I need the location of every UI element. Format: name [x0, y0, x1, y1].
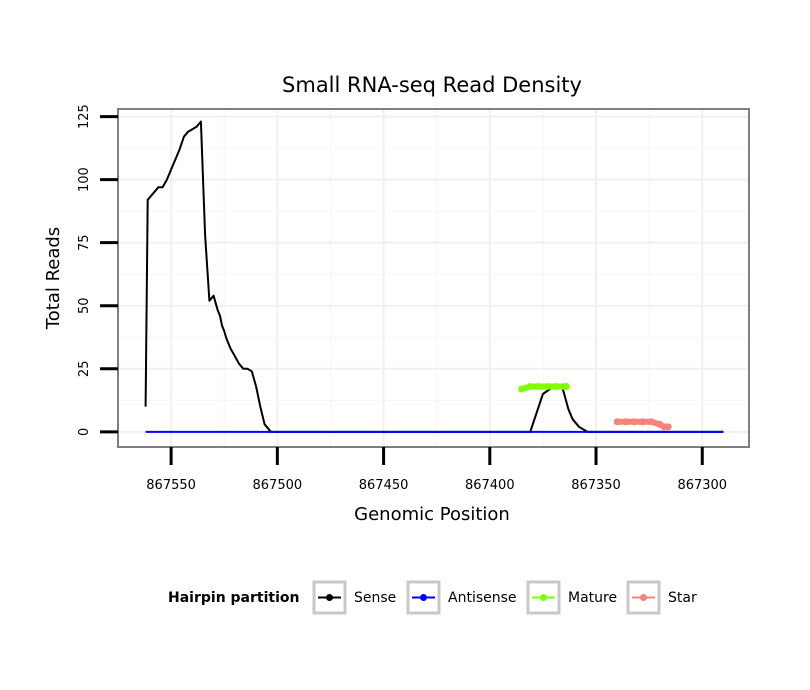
- x-tick-label: 867500: [253, 478, 303, 493]
- x-tick-label: 867350: [571, 478, 621, 493]
- data-point-star: [613, 418, 621, 426]
- y-tick-label: 50: [77, 297, 92, 314]
- legend-item-sense: Sense: [312, 580, 396, 615]
- data-point-mature: [552, 382, 560, 390]
- data-point-star: [647, 418, 655, 426]
- y-tick-label: 100: [77, 167, 92, 192]
- legend-label-mature: Mature: [568, 590, 617, 606]
- data-point-mature: [543, 382, 551, 390]
- x-tick-label: 867300: [677, 478, 727, 493]
- y-tick-label: 75: [77, 234, 92, 251]
- data-point-mature: [526, 382, 534, 390]
- data-point-star: [639, 418, 647, 426]
- series-star: [613, 418, 672, 431]
- data-point-mature: [562, 382, 570, 390]
- data-point-star: [630, 418, 638, 426]
- legend-label-star: Star: [668, 590, 697, 606]
- data-point-mature: [535, 382, 543, 390]
- y-tick-label: 25: [77, 361, 92, 378]
- y-tick-label: 125: [77, 104, 92, 129]
- data-point-star: [664, 423, 672, 431]
- data-point-mature: [518, 385, 526, 393]
- x-tick-label: 867450: [359, 478, 409, 493]
- y-axis-title: Total Reads: [43, 227, 64, 330]
- legend-title: Hairpin partition: [168, 590, 299, 606]
- legend-item-antisense: Antisense: [406, 580, 517, 615]
- x-tick-label: 867400: [465, 478, 515, 493]
- x-axis: 867550 867500 867450 867400 867350 867300: [146, 447, 727, 493]
- x-tick-label: 867550: [146, 478, 196, 493]
- plot-panel-border: [117, 108, 750, 448]
- legend-item-mature: Mature: [526, 580, 617, 615]
- legend-label-sense: Sense: [354, 590, 396, 606]
- legend-key-point-sense: [326, 594, 333, 601]
- legend-label-antisense: Antisense: [448, 590, 517, 606]
- legend-key-point-antisense: [420, 594, 427, 601]
- series-mature: [518, 382, 570, 393]
- legend-item-star: Star: [626, 580, 697, 615]
- series-layer: [144, 120, 724, 433]
- chart-title: Small RNA-seq Read Density: [282, 73, 582, 97]
- y-axis: 0 25 50 75 100 125: [77, 104, 118, 436]
- x-axis-title: Genomic Position: [354, 504, 510, 525]
- legend-key-point-star: [640, 594, 647, 601]
- legend: Hairpin partition Sense Antisense Mature St…: [168, 580, 697, 615]
- y-tick-label: 0: [77, 428, 92, 436]
- legend-key-point-mature: [540, 594, 547, 601]
- data-point-star: [622, 418, 630, 426]
